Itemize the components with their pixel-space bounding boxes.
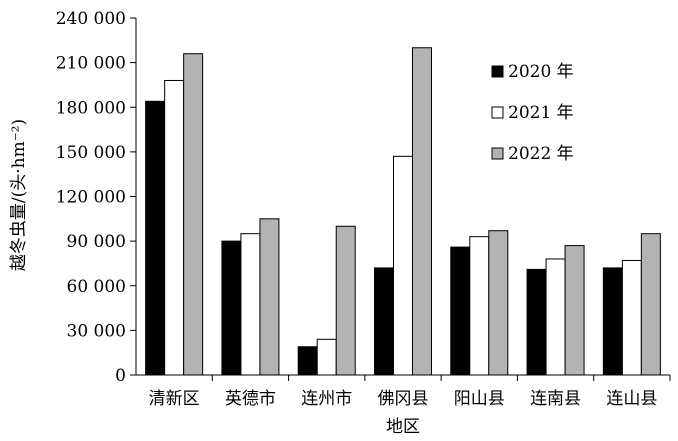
x-tick-labels: 清新区 英德市 连州市 佛冈县 阳山县 连南县 连山县: [149, 375, 671, 409]
y-ticks: 0 30 000 60 000 90 000 120 000 150 000 180 000…: [56, 9, 136, 386]
bar: [164, 79, 185, 376]
bar: [393, 155, 413, 376]
bar: [240, 233, 261, 376]
bar: [221, 240, 242, 376]
legend-label: 2020 年: [508, 62, 574, 82]
y-tick-label: 240 000: [56, 9, 126, 29]
x-tick-label: 英德市: [225, 389, 276, 409]
bar: [297, 346, 318, 376]
legend: 2020 年 2021 年 2022 年: [491, 62, 574, 164]
y-axis-title: 越冬虫量/(头·hm⁻²): [9, 119, 29, 271]
bar: [564, 245, 585, 376]
bar: [335, 225, 356, 376]
x-axis-title: 地区: [386, 417, 420, 437]
bar: [145, 100, 166, 376]
y-tick-label: 120 000: [56, 188, 126, 208]
y-tick-label: 150 000: [56, 143, 126, 163]
y-tick-label: 90 000: [67, 232, 126, 252]
legend-swatch: [491, 106, 504, 119]
bar: [412, 47, 432, 376]
bar: [316, 338, 337, 376]
legend-swatch: [491, 65, 504, 78]
x-tick-label: 连南县: [530, 389, 581, 409]
y-tick-label: 0: [115, 366, 126, 386]
legend-swatch: [491, 147, 504, 160]
x-tick-label: 连山县: [606, 389, 657, 409]
x-tick-label: 阳山县: [454, 389, 505, 409]
bar: [488, 230, 509, 376]
bar: [526, 268, 547, 376]
legend-label: 2022 年: [508, 144, 574, 164]
bar: [469, 236, 490, 376]
bars: [145, 47, 661, 376]
y-tick-label: 60 000: [67, 277, 126, 297]
y-tick-label: 180 000: [56, 98, 126, 118]
bar: [374, 267, 394, 376]
bar: [450, 246, 471, 376]
bar: [602, 267, 623, 376]
legend-label: 2021 年: [508, 103, 574, 123]
bar: [545, 258, 566, 376]
bar: [183, 53, 204, 376]
y-tick-label: 30 000: [67, 321, 126, 341]
bar: [259, 218, 280, 376]
bar: [640, 233, 661, 376]
x-tick-label: 连州市: [301, 389, 352, 409]
y-tick-label: 210 000: [56, 54, 126, 74]
bar: [621, 259, 642, 376]
x-tick-label: 清新区: [149, 389, 200, 409]
x-tick-label: 佛冈县: [378, 389, 429, 409]
